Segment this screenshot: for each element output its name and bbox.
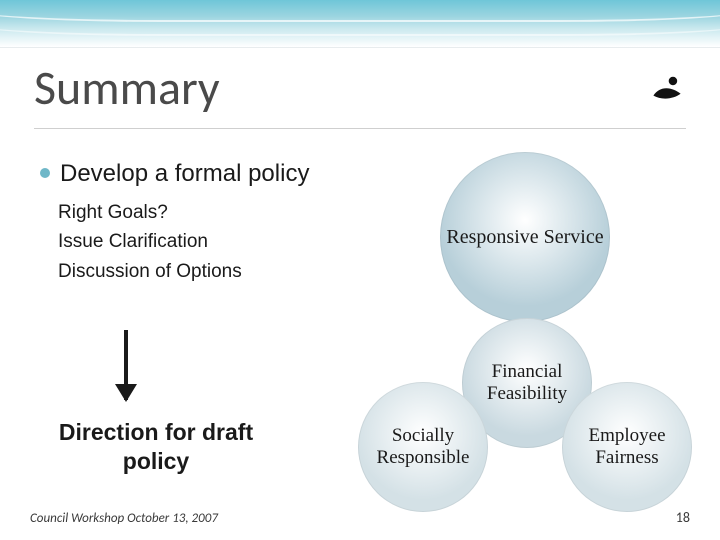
- down-arrow-icon: [124, 330, 128, 400]
- bullet-main-text: Develop a formal policy: [60, 160, 309, 189]
- slide-title: Summary: [34, 58, 220, 117]
- bullet-block: Develop a formal policy Right Goals? Iss…: [40, 160, 360, 287]
- circle-responsive-service: Responsive Service: [440, 152, 610, 322]
- corner-logo: [614, 70, 684, 110]
- bullet-main-row: Develop a formal policy: [40, 160, 360, 189]
- list-item: Issue Clarification: [58, 228, 360, 256]
- footer-date: Council Workshop October 13, 2007: [30, 511, 218, 526]
- direction-heading: Direction for draft policy: [26, 418, 286, 476]
- bullet-sub-list: Right Goals? Issue Clarification Discuss…: [58, 199, 360, 286]
- title-underline: [34, 128, 686, 129]
- swirl-icon: [650, 70, 684, 104]
- circle-socially-responsible: Socially Responsible: [358, 382, 488, 512]
- bullet-dot-icon: [40, 168, 50, 178]
- page-number: 18: [676, 509, 690, 526]
- list-item: Discussion of Options: [58, 258, 360, 286]
- header-wave-banner: [0, 0, 720, 48]
- list-item: Right Goals?: [58, 199, 360, 227]
- circle-employee-fairness: Employee Fairness: [562, 382, 692, 512]
